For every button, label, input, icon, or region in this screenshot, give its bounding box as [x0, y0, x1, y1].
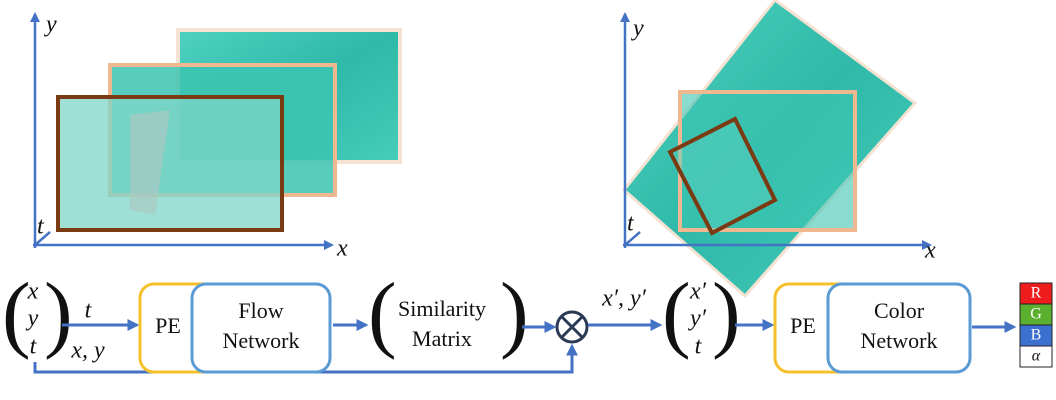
diagram: y t x y t x ( ) x y t t x, y PE Flow Net… — [0, 0, 1056, 400]
input-t: t — [30, 334, 38, 360]
paren: ) — [500, 265, 529, 361]
frame-front — [58, 97, 282, 230]
input-y: y — [26, 306, 39, 332]
similarity-label: Matrix — [412, 326, 472, 351]
paren: ( — [368, 265, 397, 361]
t-axis-label: t — [37, 214, 45, 240]
pe-label: PE — [155, 313, 181, 338]
t-label: t — [85, 298, 93, 324]
flow-network-label: Flow — [238, 298, 283, 323]
color-network-label: Color — [874, 298, 925, 323]
outputs: R G B α — [1020, 283, 1052, 367]
similarity-label: Similarity — [398, 296, 486, 321]
xy-label: x, y — [70, 338, 105, 364]
warp-operator — [557, 312, 587, 342]
left-panel: y t x — [33, 12, 400, 262]
output-a: α — [1032, 348, 1041, 365]
paren: ( — [662, 265, 691, 361]
warped-label: x′, y′ — [601, 286, 647, 312]
warped-t: t — [695, 334, 703, 360]
output-g: G — [1030, 306, 1042, 323]
output-r: R — [1031, 285, 1042, 302]
output-b: B — [1031, 327, 1042, 344]
y-axis-label: y — [631, 16, 644, 42]
warped-x: x′ — [689, 279, 707, 305]
paren: ( — [2, 265, 31, 361]
color-network-label: Network — [861, 328, 938, 353]
y-axis-label: y — [44, 12, 57, 38]
flow-network-label: Network — [223, 328, 300, 353]
warped-y: y′ — [688, 306, 707, 332]
paren: ) — [44, 265, 73, 361]
paren: ) — [712, 265, 741, 361]
pipeline: ( ) x y t t x, y PE Flow Network ( ) Sim… — [2, 265, 1052, 372]
x-axis-label: x — [924, 238, 936, 264]
x-axis-label: x — [336, 236, 348, 262]
pe-label: PE — [790, 313, 816, 338]
t-axis-label: t — [627, 211, 635, 237]
input-x: x — [27, 279, 39, 305]
right-panel: y t x — [623, 0, 936, 296]
